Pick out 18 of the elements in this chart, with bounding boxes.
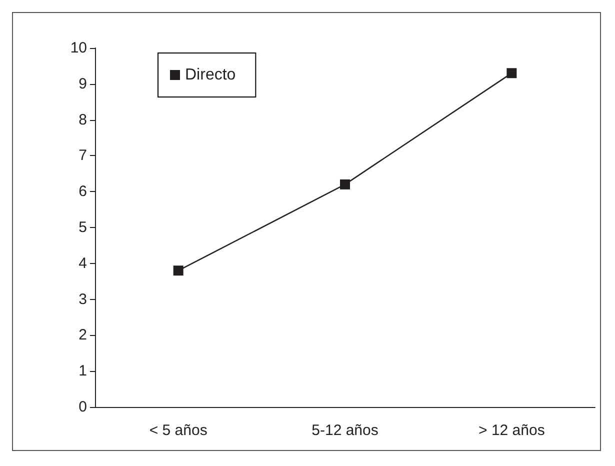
- x-tick-label: > 12 años: [478, 422, 545, 439]
- y-tick-label: 2: [78, 326, 87, 344]
- y-tick-label: 7: [78, 147, 87, 164]
- x-tick-label: < 5 años: [149, 422, 208, 439]
- y-tick-label: 10: [70, 40, 87, 56]
- y-tick-label: 6: [78, 183, 87, 200]
- y-tick-label: 4: [78, 254, 87, 272]
- point: [173, 266, 184, 276]
- y-tick-label: 8: [78, 111, 87, 128]
- legend-label: Directo: [185, 66, 236, 84]
- y-tick-label: 0: [78, 398, 87, 416]
- y-tick-label: 1: [78, 362, 87, 380]
- x-tick-label: 5-12 años: [312, 422, 378, 439]
- y-tick-label: 3: [78, 290, 87, 308]
- point: [506, 68, 517, 78]
- point: [340, 179, 350, 190]
- y-tick-label: 9: [78, 75, 87, 92]
- y-tick-label: 5: [78, 219, 87, 236]
